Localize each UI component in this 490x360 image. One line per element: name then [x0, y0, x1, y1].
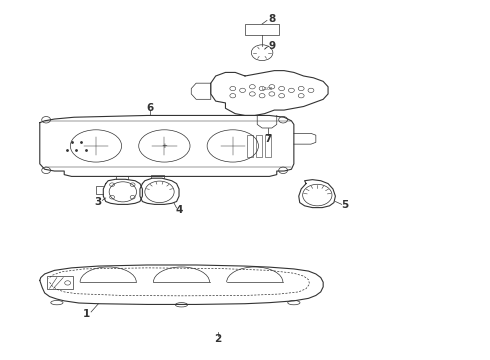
Text: 7: 7	[264, 134, 271, 144]
Text: 1: 1	[83, 310, 90, 319]
Text: 9: 9	[269, 41, 275, 50]
Bar	[256, 135, 262, 157]
Text: 5: 5	[342, 200, 349, 210]
Text: L-100: L-100	[261, 86, 272, 91]
Bar	[247, 135, 253, 157]
Text: 4: 4	[175, 206, 183, 216]
Bar	[265, 135, 271, 157]
Text: 2: 2	[215, 334, 222, 344]
Text: 3: 3	[95, 197, 102, 207]
Text: 6: 6	[146, 103, 153, 113]
Text: +: +	[161, 143, 167, 149]
Text: 8: 8	[268, 14, 275, 24]
